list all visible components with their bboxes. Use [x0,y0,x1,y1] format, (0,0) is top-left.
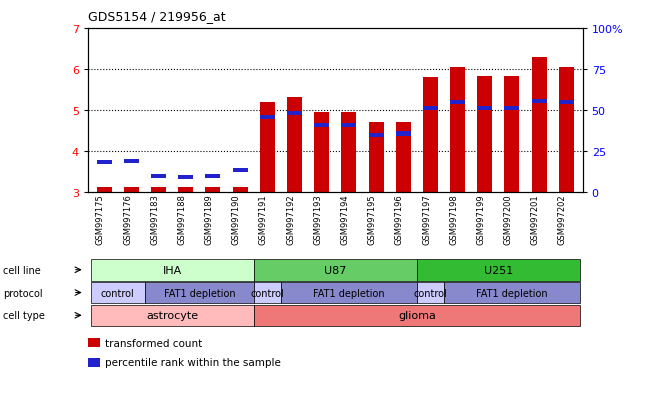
Bar [532,57,547,192]
Text: GDS5154 / 219956_at: GDS5154 / 219956_at [88,10,225,23]
Text: GSM997200: GSM997200 [504,194,512,244]
Bar [314,124,329,128]
Bar [260,102,275,192]
Bar [178,176,193,180]
Bar [151,175,166,178]
Bar [97,161,112,165]
Bar [532,100,547,104]
Bar [450,101,465,105]
Bar [206,175,221,178]
Text: FAT1 depletion: FAT1 depletion [476,288,547,298]
Bar [232,169,247,173]
Bar [124,159,139,164]
Bar [341,124,356,128]
Bar [287,111,302,115]
Bar [368,123,383,192]
Bar [341,112,356,192]
Text: GSM997193: GSM997193 [313,194,322,245]
Bar [151,188,166,192]
Bar [423,78,438,192]
Text: GSM997202: GSM997202 [558,194,567,244]
Bar [206,188,221,192]
Text: GSM997195: GSM997195 [368,194,377,244]
Bar [477,77,492,192]
Text: astrocyte: astrocyte [146,311,198,320]
Text: GSM997198: GSM997198 [449,194,458,245]
Bar [450,68,465,192]
Bar [559,68,574,192]
Text: GSM997188: GSM997188 [178,194,186,245]
Bar [368,134,383,138]
Text: GSM997176: GSM997176 [123,194,132,245]
Text: GSM997197: GSM997197 [422,194,431,245]
Bar [396,132,411,136]
Text: U251: U251 [484,265,513,275]
Bar [232,188,247,192]
Bar [423,107,438,111]
Text: GSM997201: GSM997201 [531,194,540,244]
Bar [314,112,329,192]
Bar [477,107,492,111]
Text: IHA: IHA [163,265,182,275]
Text: control: control [413,288,447,298]
Text: control: control [101,288,135,298]
Text: GSM997192: GSM997192 [286,194,295,244]
Text: GSM997190: GSM997190 [232,194,241,244]
Bar [124,188,139,192]
Text: GSM997191: GSM997191 [259,194,268,244]
Text: GSM997189: GSM997189 [204,194,214,245]
Text: transformed count: transformed count [105,338,202,348]
Bar [559,101,574,105]
Bar [396,123,411,192]
Text: cell line: cell line [3,265,41,275]
Text: FAT1 depletion: FAT1 depletion [313,288,385,298]
Text: glioma: glioma [398,311,436,320]
Text: cell type: cell type [3,311,45,320]
Text: GSM997183: GSM997183 [150,194,159,245]
Bar [97,188,112,192]
Bar [287,98,302,192]
Text: GSM997194: GSM997194 [340,194,350,244]
Text: percentile rank within the sample: percentile rank within the sample [105,358,281,368]
Text: U87: U87 [324,265,346,275]
Text: GSM997175: GSM997175 [96,194,105,245]
Bar [178,188,193,192]
Text: control: control [251,288,284,298]
Text: GSM997199: GSM997199 [477,194,486,244]
Bar [505,107,519,111]
Text: FAT1 depletion: FAT1 depletion [163,288,235,298]
Bar [505,77,519,192]
Bar [260,116,275,120]
Text: GSM997196: GSM997196 [395,194,404,245]
Text: protocol: protocol [3,288,43,298]
